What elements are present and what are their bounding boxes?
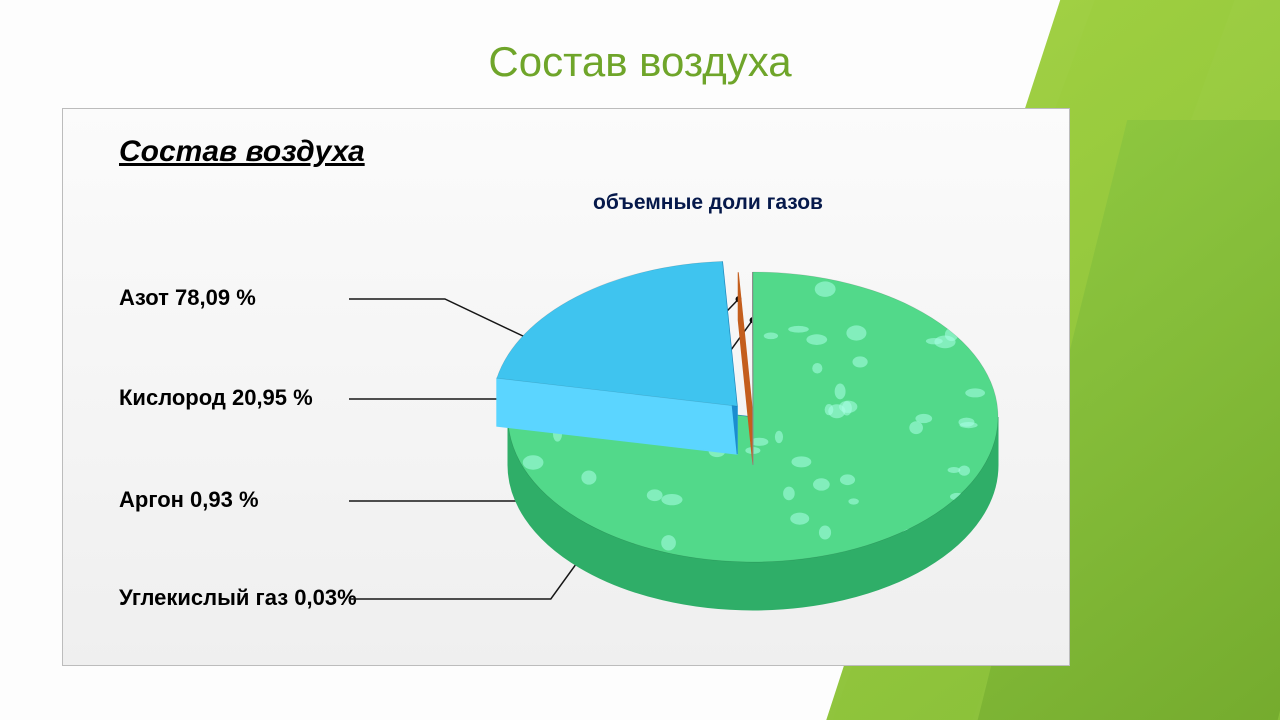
pie-3d-chart (493, 227, 1013, 637)
slice-label-co2: Углекислый газ 0,03% (119, 585, 357, 611)
slice-label-nitrogen: Азот 78,09 % (119, 285, 256, 311)
slide-title: Состав воздуха (0, 38, 1280, 86)
panel-title: Состав воздуха (119, 135, 365, 169)
panel-subtitle: объемные доли газов (593, 191, 823, 215)
slice-label-oxygen: Кислород 20,95 % (119, 385, 313, 411)
slice-label-argon: Аргон 0,93 % (119, 487, 259, 513)
chart-panel: Состав воздуха объемные доли газов Азот … (62, 108, 1070, 666)
